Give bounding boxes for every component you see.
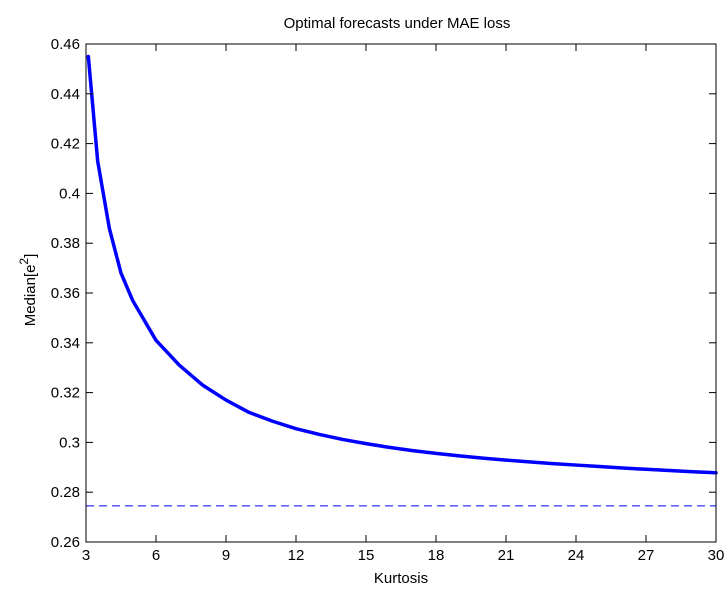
y-tick-label: 0.38	[51, 235, 80, 252]
x-tick-label: 12	[288, 547, 305, 564]
series-layer	[86, 54, 718, 507]
y-tick-label: 0.3	[59, 434, 80, 451]
y-tick-label: 0.46	[51, 36, 80, 53]
x-tick-label: 30	[708, 547, 725, 564]
y-tick-label: 0.44	[51, 86, 80, 103]
y-axis-label-superscript: 2	[17, 258, 31, 265]
x-axis-label: Kurtosis	[374, 570, 428, 587]
y-axis-label-close: ]	[22, 254, 39, 258]
plot-area	[86, 44, 716, 542]
x-tick-label: 3	[82, 547, 90, 564]
y-tick-label: 0.26	[51, 534, 80, 551]
ticks-layer: 3 6 9 12 15 18 21 24 27 30 0.26 0.28 0.3 0.32 0.34 0.36…	[51, 36, 725, 564]
y-tick-label: 0.28	[51, 484, 80, 501]
y-tick-label: 0.36	[51, 285, 80, 302]
y-axis-label-base: Median[e	[22, 265, 39, 327]
y-axis-label: Median[e2]	[17, 254, 39, 327]
y-tick-label: 0.42	[51, 136, 80, 153]
chart-title: Optimal forecasts under MAE loss	[284, 15, 511, 32]
x-tick-label: 9	[222, 547, 230, 564]
x-tick-label: 27	[638, 547, 655, 564]
axes-box	[85, 43, 717, 543]
x-tick-label: 6	[152, 547, 160, 564]
y-tick-label: 0.32	[51, 385, 80, 402]
y-tick-label: 0.4	[59, 185, 80, 202]
series-curve	[86, 54, 718, 475]
x-tick-label: 24	[568, 547, 585, 564]
x-tick-label: 18	[428, 547, 445, 564]
y-tick-label: 0.34	[51, 335, 80, 352]
x-tick-label: 15	[358, 547, 375, 564]
x-tick-label: 21	[498, 547, 515, 564]
